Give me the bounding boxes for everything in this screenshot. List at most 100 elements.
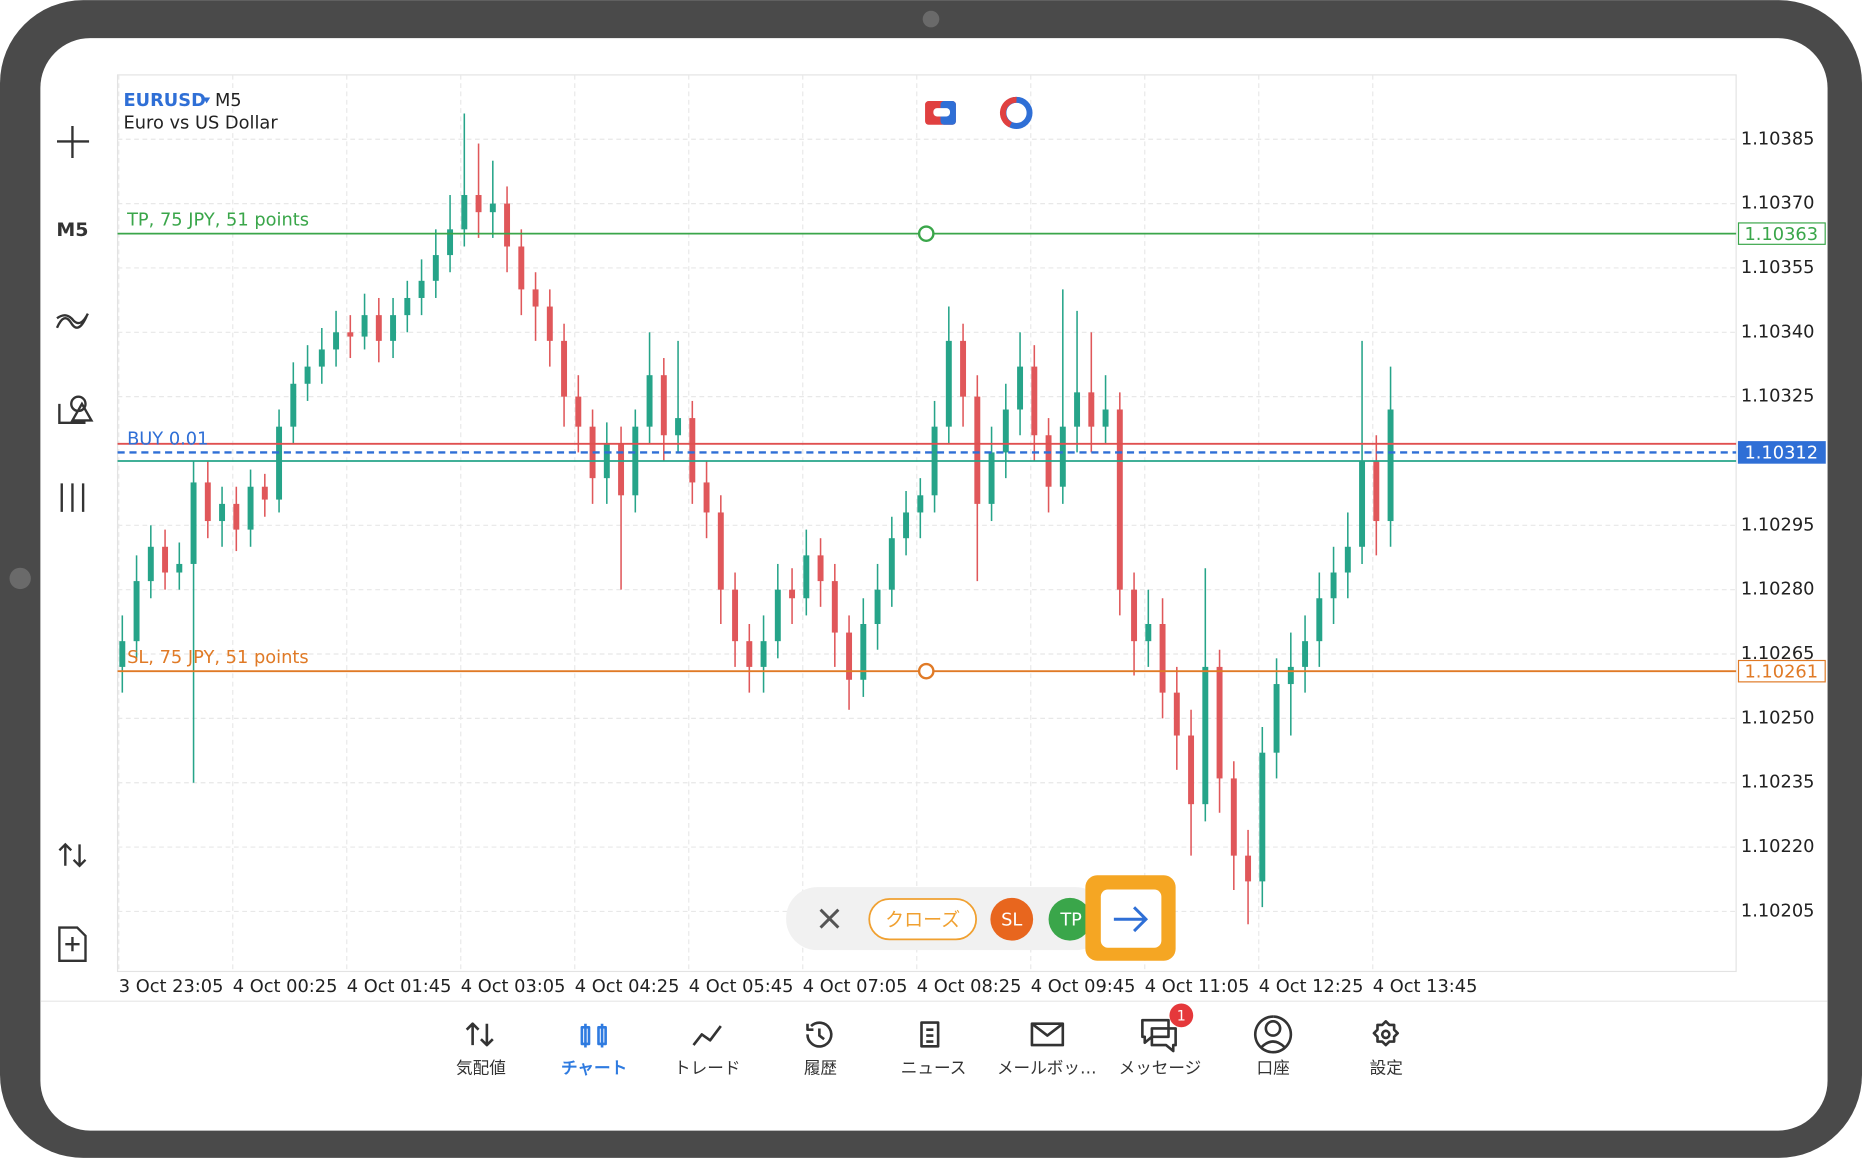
candle-body (675, 418, 682, 436)
y-tick-label: 1.10355 (1741, 257, 1815, 278)
tab-icon[interactable] (806, 1021, 833, 1048)
candle-body (774, 589, 781, 642)
tab-icon[interactable] (1253, 1015, 1293, 1054)
tab-label[interactable]: ニュース (901, 1058, 967, 1077)
candle-body (860, 623, 867, 680)
timeframe-button[interactable]: M5 (56, 219, 88, 241)
candle-body (290, 383, 297, 427)
candle-body (119, 641, 126, 667)
signal-icon[interactable] (999, 96, 1033, 129)
crosshair-tool[interactable] (57, 125, 90, 159)
candle-body (660, 375, 667, 436)
candle-body (1273, 684, 1280, 753)
indicators-tool[interactable] (55, 313, 89, 329)
objects-tool-dot (70, 395, 87, 413)
candle-body (532, 289, 539, 307)
candle-body (204, 482, 211, 522)
new-order-tool[interactable] (58, 926, 87, 962)
settings-tool[interactable] (60, 483, 85, 512)
candle-body (1230, 778, 1237, 856)
candle-body (1359, 460, 1366, 547)
price-line-label[interactable]: BUY 0.01 (127, 428, 208, 449)
candle-body (732, 589, 739, 642)
tab-label[interactable]: メールボッ… (997, 1058, 1097, 1077)
candle-body (974, 396, 981, 504)
trade-bar-close[interactable] (819, 908, 840, 929)
timeframe: M5 (215, 90, 242, 111)
candle-body (261, 486, 268, 500)
candle-body (447, 229, 454, 256)
price-line-label[interactable]: SL, 75 JPY, 51 points (127, 647, 309, 668)
candle-body (1302, 641, 1309, 667)
left-toolbar (55, 125, 94, 962)
x-tick-label: 4 Oct 13:45 (1373, 976, 1478, 997)
tab-icon[interactable] (465, 1022, 494, 1047)
sl-label[interactable]: SL (1001, 909, 1022, 930)
candle-body (546, 306, 553, 341)
candle-body (817, 555, 824, 582)
candle-body (1316, 598, 1323, 642)
candle-body (504, 203, 511, 247)
y-tick-label: 1.10235 (1741, 772, 1815, 793)
tab-label[interactable]: チャート (561, 1058, 627, 1077)
candle-body (575, 396, 582, 427)
chart-frame (116, 74, 1737, 973)
candle-body (618, 443, 625, 496)
candle-body (1131, 589, 1138, 642)
tp-label[interactable]: TP (1059, 909, 1082, 930)
candle-body (318, 349, 325, 367)
tab-label[interactable]: 設定 (1370, 1058, 1403, 1077)
price-line-handle[interactable] (917, 662, 935, 680)
candle-body (1017, 366, 1024, 410)
candle-body (133, 581, 140, 642)
x-tick-label: 4 Oct 09:45 (1031, 976, 1136, 997)
candle-body (746, 641, 753, 667)
tab-label[interactable]: トレード (674, 1058, 740, 1077)
y-tick-label: 1.10295 (1741, 514, 1815, 535)
y-tick-label: 1.10265 (1741, 643, 1815, 664)
candle-body (888, 538, 895, 590)
badge (1169, 1003, 1194, 1028)
trade-tool[interactable] (58, 842, 87, 868)
price-box (1737, 659, 1826, 683)
close-pill[interactable] (868, 898, 978, 941)
candle-body (1074, 392, 1081, 427)
candle-body (789, 589, 796, 599)
tab-icon[interactable] (1030, 1022, 1065, 1047)
price-box-label: 1.10312 (1744, 443, 1818, 464)
tab-icon[interactable] (1372, 1020, 1399, 1047)
tab-label[interactable]: 口座 (1257, 1058, 1290, 1077)
candle-body (404, 297, 411, 316)
price-line-label[interactable]: TP, 75 JPY, 51 points (126, 210, 309, 231)
sl-button[interactable] (990, 897, 1034, 941)
x-tick-label: 4 Oct 01:45 (347, 976, 452, 997)
objects-tool[interactable] (58, 401, 94, 425)
tab-label[interactable]: 気配値 (456, 1058, 506, 1077)
candle-body (247, 486, 254, 530)
close-label[interactable]: クローズ (885, 909, 960, 931)
one-click-icon[interactable] (925, 101, 956, 125)
price-line-handle[interactable] (917, 225, 935, 242)
x-tick-label: 4 Oct 00:25 (233, 976, 338, 997)
tab-label[interactable]: メッセージ (1119, 1058, 1202, 1077)
candle-body (1102, 409, 1109, 427)
tab-icon[interactable] (692, 1025, 722, 1046)
candle-body (390, 315, 397, 341)
candle-body (846, 632, 853, 680)
tab-icon[interactable] (1141, 1018, 1177, 1053)
description: Euro vs US Dollar (124, 113, 279, 134)
tab-icon[interactable] (580, 1023, 607, 1048)
candle-body (1216, 666, 1223, 779)
candle-body (475, 195, 482, 213)
symbol[interactable]: EURUSD (124, 90, 206, 111)
candle-body (1202, 666, 1209, 805)
candle-body (190, 482, 197, 564)
candle-body (347, 332, 354, 337)
symbol-dropdown[interactable] (203, 97, 211, 104)
tab-label[interactable]: 履歴 (804, 1058, 837, 1077)
tp-button[interactable] (1048, 897, 1092, 941)
candle-body (760, 641, 767, 667)
candle-body (1259, 752, 1266, 882)
tab-icon[interactable] (920, 1021, 940, 1048)
